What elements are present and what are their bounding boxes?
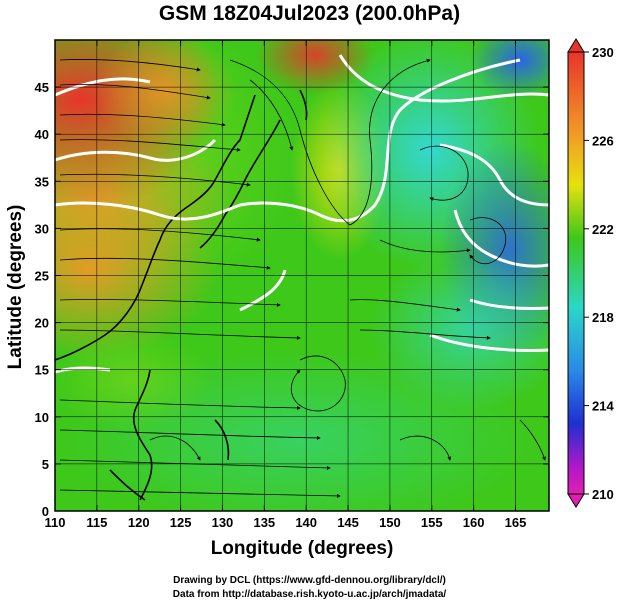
x-axis-label: Longitude (degrees) bbox=[210, 538, 394, 559]
temperature-field bbox=[55, 40, 549, 511]
colorbar-tick-label: 226 bbox=[592, 133, 614, 148]
map-title: GSM 18Z04Jul2023 (200.0hPa) bbox=[158, 2, 461, 25]
y-tick-label: 5 bbox=[42, 457, 49, 472]
grid-lines bbox=[55, 40, 549, 511]
colorbar-tick-label: 214 bbox=[592, 399, 614, 414]
colorbar-tick-label: 210 bbox=[592, 487, 614, 502]
x-tick-label: 130 bbox=[212, 515, 234, 530]
y-tick-label: 0 bbox=[42, 504, 49, 519]
x-tick-label: 115 bbox=[86, 515, 107, 530]
credit-data: Data from http://database.rish.kyoto-u.a… bbox=[172, 589, 447, 600]
y-tick-label: 45 bbox=[35, 80, 49, 95]
colorbar-ticks: 230 226 222 218 214 210 bbox=[584, 45, 614, 502]
y-tick-label: 40 bbox=[35, 127, 49, 142]
y-tick-label: 20 bbox=[35, 316, 49, 331]
y-tick-label: 15 bbox=[35, 363, 49, 378]
x-tick-label: 165 bbox=[505, 515, 527, 530]
y-tick-label: 10 bbox=[35, 410, 49, 425]
colorbar: 230 226 222 218 214 210 bbox=[567, 38, 614, 508]
y-tick-label: 35 bbox=[35, 174, 49, 189]
colorbar-tick-label: 222 bbox=[592, 222, 614, 237]
x-tick-label: 145 bbox=[337, 515, 359, 530]
x-tick-label: 125 bbox=[170, 515, 192, 530]
x-tick-label: 140 bbox=[295, 515, 317, 530]
x-tick-label: 160 bbox=[463, 515, 485, 530]
x-tick-label: 120 bbox=[128, 515, 150, 530]
x-tick-label: 110 bbox=[45, 515, 66, 530]
y-axis-label: Latitude (degrees) bbox=[5, 204, 26, 370]
colorbar-scale bbox=[567, 51, 585, 495]
wind-streamlines bbox=[59, 58, 546, 498]
colorbar-bottom-arrow bbox=[567, 493, 585, 508]
y-tick-label: 30 bbox=[35, 221, 49, 236]
colorbar-tick-label: 230 bbox=[592, 45, 614, 60]
axis-ticks: 110 115 120 125 130 135 140 145 150 155 160 165 0 5 10… bbox=[35, 40, 549, 530]
x-tick-label: 155 bbox=[421, 515, 443, 530]
x-tick-label: 135 bbox=[253, 515, 275, 530]
credit-drawing: Drawing by DCL (https://www.gfd-dennou.o… bbox=[173, 575, 446, 586]
colorbar-top-arrow bbox=[567, 38, 585, 53]
colorbar-tick-label: 218 bbox=[592, 310, 614, 325]
y-tick-label: 25 bbox=[35, 269, 49, 284]
x-tick-label: 150 bbox=[379, 515, 401, 530]
